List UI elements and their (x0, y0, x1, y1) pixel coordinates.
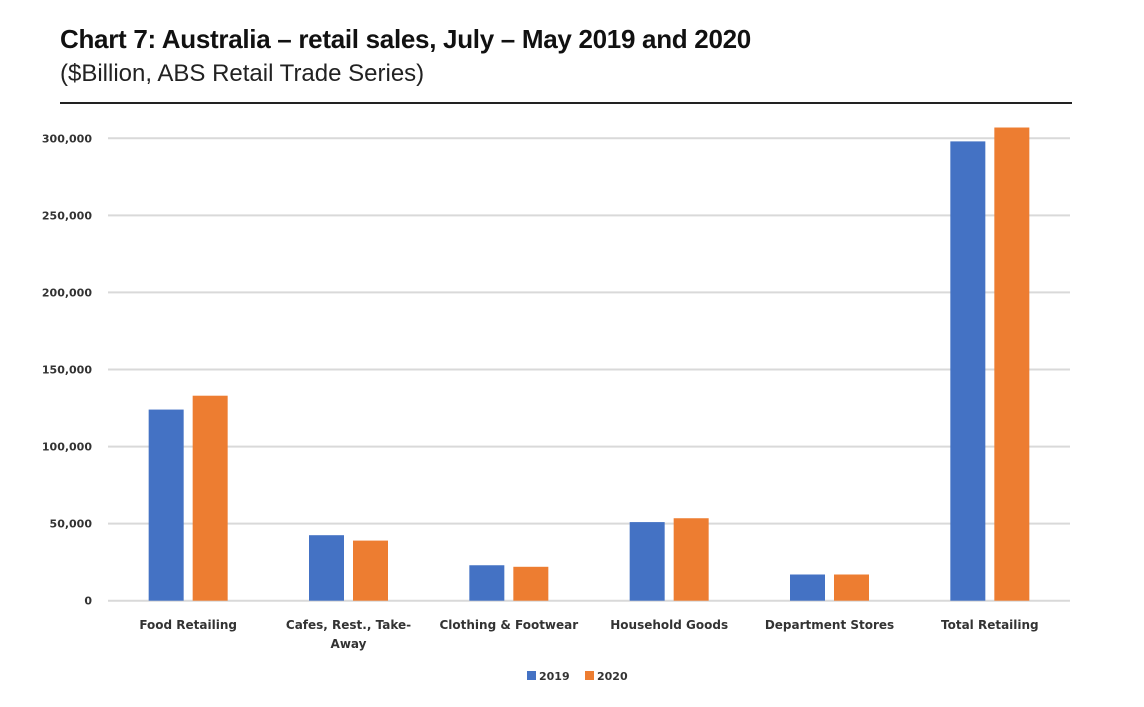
bar-2019 (469, 565, 505, 601)
y-tick-label: 200,000 (42, 286, 92, 299)
y-tick-label: 100,000 (42, 441, 92, 454)
bar-2020 (353, 540, 388, 601)
x-category-label: Cafes, Rest., Take- (286, 618, 411, 632)
x-category-label: Household Goods (610, 618, 728, 632)
legend-label: 2020 (597, 670, 628, 683)
bar-2020 (834, 574, 869, 601)
bar-2020 (192, 395, 228, 601)
bar-2019 (950, 141, 986, 601)
legend-swatch-2020 (585, 671, 594, 680)
chart-subtitle: ($Billion, ABS Retail Trade Series) (60, 60, 425, 87)
y-tick-label: 0 (84, 595, 92, 608)
bar-2019 (629, 522, 665, 601)
x-category-label: Food Retailing (139, 618, 237, 632)
y-tick-label: 150,000 (42, 364, 92, 377)
bar-2019 (148, 409, 184, 601)
x-category-label: Total Retailing (941, 618, 1039, 632)
chart-title: Chart 7: Australia – retail sales, July … (60, 24, 751, 54)
bar-2020 (673, 518, 709, 601)
legend-label: 2019 (539, 670, 570, 683)
bar-2020 (513, 566, 549, 601)
bar-2019 (790, 574, 825, 601)
y-tick-label: 300,000 (42, 132, 92, 145)
bar-2020 (994, 127, 1030, 601)
y-tick-label: 50,000 (50, 518, 93, 531)
bar-2019 (309, 535, 344, 601)
legend-swatch-2019 (527, 671, 536, 680)
x-category-label: Department Stores (765, 618, 894, 632)
x-category-label: Clothing & Footwear (439, 618, 578, 632)
title-divider (60, 102, 1072, 104)
x-category-label: Away (331, 637, 367, 651)
y-tick-label: 250,000 (42, 209, 92, 222)
